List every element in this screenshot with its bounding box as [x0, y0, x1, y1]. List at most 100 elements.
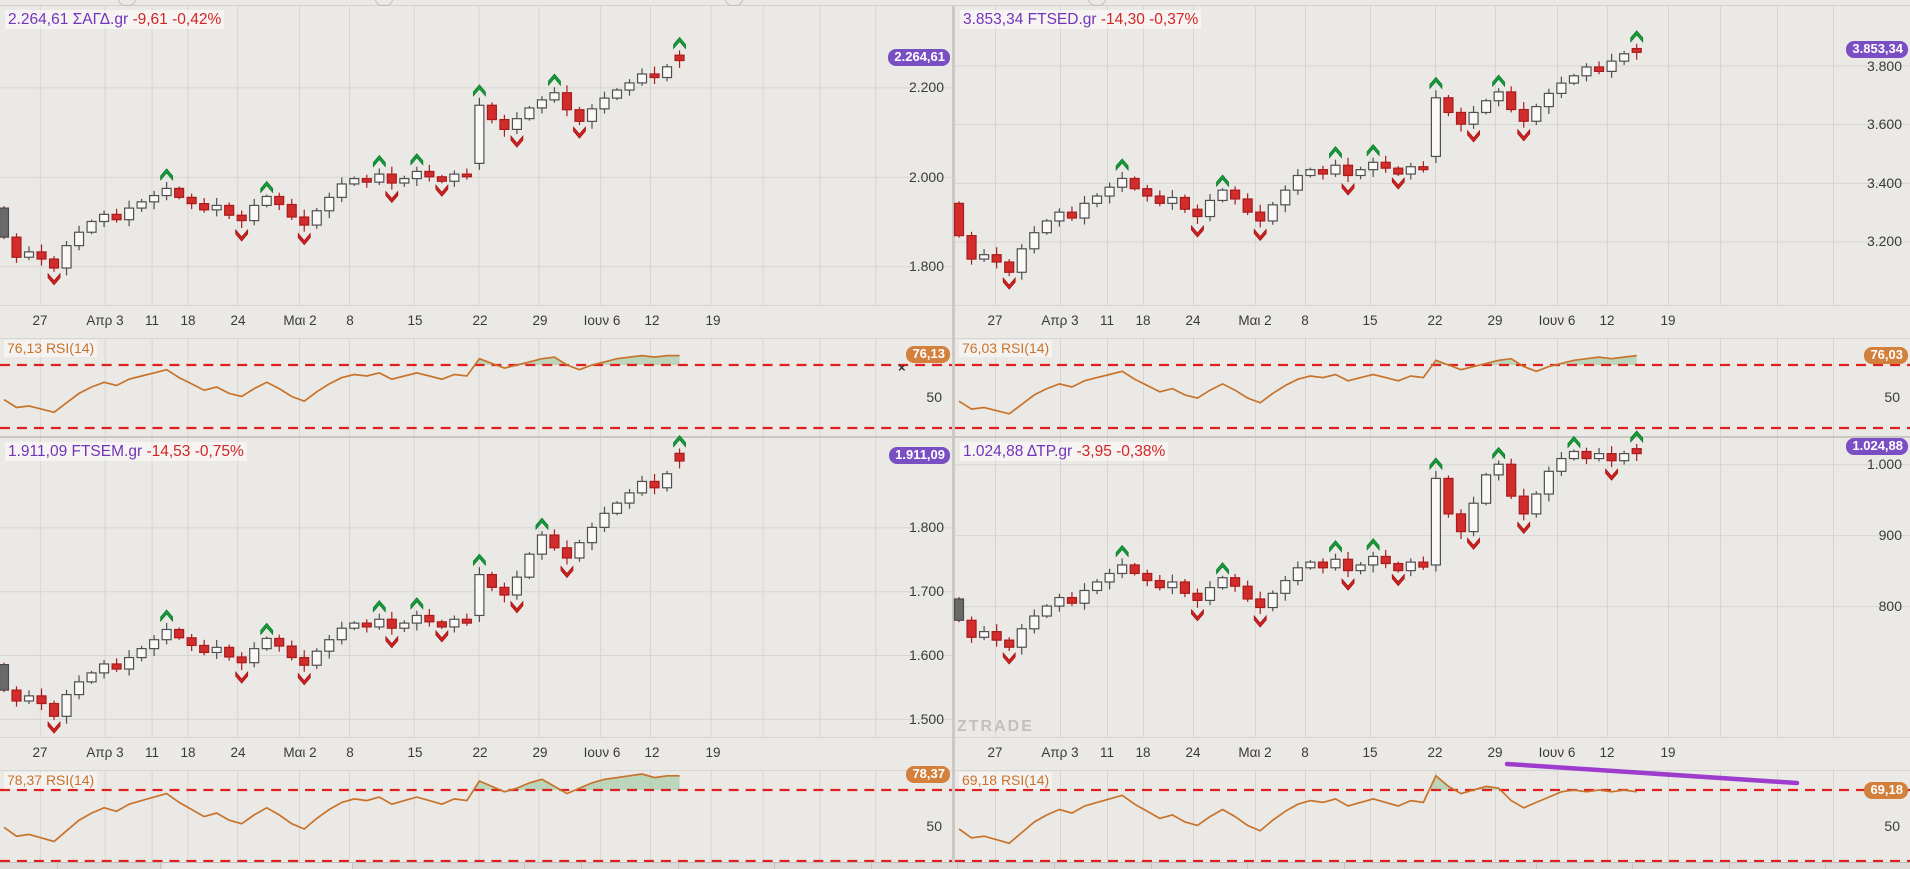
- chevron-down-icon: [1253, 614, 1267, 628]
- bottom-strip-divider: [1247, 863, 1248, 869]
- rsi-badge: 69,18: [1864, 782, 1908, 800]
- price-chart-ftsem[interactable]: 1.911,09 FTSEM.gr -14,53 -0,75% 1.800 1.7…: [0, 435, 952, 738]
- rsi-mid-label: 50: [926, 388, 942, 405]
- candles-svg: [0, 435, 952, 738]
- chevron-up-icon: [160, 168, 174, 181]
- x-axis: 27 Απρ 3 11 18 24 Μαι 2 8 15 22 29 Ιουν 6 12 19: [0, 738, 952, 770]
- bottom-strip-divider: [581, 863, 582, 869]
- price-chart-sagd[interactable]: 2.264,61 ΣΑΓΔ.gr -9,61 -0,42% 2.200 2.000…: [0, 6, 952, 306]
- x-tick-label: 19: [1660, 313, 1676, 328]
- rsi-svg: [0, 770, 952, 863]
- bottom-strip-highlight: [163, 863, 352, 869]
- bottom-strip-divider: [160, 863, 161, 869]
- candles-layer: [0, 448, 685, 724]
- y-tick-label: 800: [1878, 598, 1902, 615]
- symbol: FTSED.gr: [1027, 11, 1097, 28]
- chevron-up-icon: [1329, 146, 1342, 159]
- price-chart-dtp[interactable]: 1.024,88 ΔΤΡ.gr -3,95 -0,38% 1.000 900 800…: [953, 430, 1910, 738]
- rsi-panel-sagd[interactable]: 76,13 RSI(14) 50 76,13 ×: [0, 338, 952, 436]
- bottom-tab-strip[interactable]: [0, 862, 1910, 869]
- bottom-strip-divider: [1054, 863, 1055, 869]
- gridlines: [955, 6, 1910, 306]
- bottom-strip-divider: [57, 863, 58, 869]
- chevron-down-icon: [1191, 224, 1204, 238]
- chevron-down-icon: [1191, 608, 1204, 622]
- x-tick-label: 8: [1301, 745, 1309, 760]
- price-chart-ftsed[interactable]: 3.853,34 FTSED.gr -14,30 -0,37% 3.800 3.6…: [953, 6, 1910, 306]
- chart-panel-ftsed[interactable]: 3.853,34 FTSED.gr -14,30 -0,37% 3.800 3.6…: [953, 6, 1910, 436]
- crosshair-marker: ×: [898, 360, 906, 375]
- x-tick-label: 24: [230, 745, 246, 760]
- rsi-badge: 76,03: [1864, 346, 1908, 364]
- change: -14,53: [146, 443, 191, 460]
- x-tick-label: Απρ 3: [1041, 313, 1079, 328]
- rsi-label: 69,18 RSI(14): [959, 772, 1053, 789]
- chevron-up-icon: [260, 622, 274, 636]
- chevron-down-icon: [560, 565, 574, 579]
- x-tick-label: 11: [1099, 745, 1115, 760]
- chevron-up-icon: [1115, 158, 1129, 172]
- x-tick-label: 29: [1487, 313, 1503, 328]
- change-pct: -0,42%: [172, 11, 222, 28]
- x-tick-label: 12: [644, 745, 660, 760]
- rsi-name: RSI(14): [1000, 772, 1050, 788]
- chevron-up-icon: [535, 517, 549, 531]
- bottom-strip-divider: [678, 863, 679, 869]
- chevron-up-icon: [1567, 435, 1581, 449]
- chevron-up-icon: [1630, 30, 1644, 43]
- chevron-up-icon: [1216, 562, 1229, 575]
- fractal-markers: [1002, 430, 1644, 665]
- x-tick-label: 8: [1301, 313, 1309, 328]
- bottom-strip-divider: [1536, 863, 1537, 869]
- chevron-down-icon: [235, 228, 249, 242]
- rsi-mid-label: 50: [926, 817, 942, 834]
- rsi-badge: 76,13: [906, 346, 950, 364]
- chevron-up-icon: [473, 84, 486, 97]
- change: -14,30: [1100, 11, 1145, 28]
- x-tick-label: 29: [532, 745, 548, 760]
- chevron-up-icon: [1492, 446, 1506, 460]
- chevron-up-icon: [1492, 74, 1506, 88]
- x-tick-label: Μαι 2: [283, 745, 317, 760]
- candles-svg: [0, 6, 952, 306]
- chart-header: 1.024,88 ΔΤΡ.gr -3,95 -0,38%: [960, 442, 1169, 461]
- bottom-strip-divider: [871, 863, 872, 869]
- x-tick-label: 29: [532, 313, 548, 328]
- chevron-down-icon: [385, 190, 399, 204]
- fractal-markers: [1002, 30, 1644, 290]
- chevron-down-icon: [1517, 521, 1531, 535]
- x-tick-label: Μαι 2: [1238, 745, 1272, 760]
- rsi-panel-dtp[interactable]: 69,18 RSI(14) 50 69,18: [955, 761, 1910, 863]
- chevron-down-icon: [435, 184, 449, 197]
- rsi-value: 76,13: [7, 340, 43, 356]
- gridlines: [0, 438, 952, 738]
- change-pct: -0,37%: [1149, 11, 1199, 28]
- rsi-panel-ftsem[interactable]: 78,37 RSI(14) 50 78,37: [0, 766, 952, 863]
- chevron-down-icon: [235, 670, 249, 684]
- chart-panel-sagd[interactable]: 2.264,61 ΣΑΓΔ.gr -9,61 -0,42% 2.200 2.000…: [0, 6, 955, 436]
- bottom-strip-divider: [1151, 863, 1152, 869]
- rsi-badge: 78,37: [906, 766, 950, 784]
- chevron-down-icon: [1467, 537, 1480, 550]
- x-tick-label: 18: [180, 313, 196, 328]
- symbol: ΣΑΓΔ.gr: [72, 11, 129, 28]
- chevron-down-icon: [1517, 128, 1531, 142]
- last-price: 1.024,88: [963, 443, 1024, 460]
- chart-panel-dtp[interactable]: 1.024,88 ΔΤΡ.gr -3,95 -0,38% 1.000 900 800…: [953, 430, 1910, 863]
- rsi-panel-ftsed[interactable]: 76,03 RSI(14) 50 76,03: [955, 338, 1910, 436]
- chevron-up-icon: [1115, 544, 1129, 558]
- x-tick-label: 11: [144, 745, 160, 760]
- y-tick-label: 1.700: [908, 583, 944, 600]
- x-tick-label: 18: [1135, 745, 1151, 760]
- x-tick-label: 8: [346, 313, 354, 328]
- chevron-down-icon: [1002, 276, 1016, 290]
- chevron-down-icon: [1605, 468, 1618, 481]
- x-tick-label: 27: [987, 313, 1003, 328]
- rsi-svg: [955, 338, 1910, 436]
- candles-svg: [953, 6, 1910, 306]
- candles-layer: [0, 50, 685, 276]
- x-axis: 27 Απρ 3 11 18 24 Μαι 2 8 15 22 29 Ιουν 6 12 19: [955, 738, 1910, 770]
- x-tick-label: 22: [1427, 313, 1443, 328]
- x-tick-label: Απρ 3: [86, 745, 124, 760]
- chart-panel-ftsem[interactable]: 1.911,09 FTSEM.gr -14,53 -0,75% 1.800 1.7…: [0, 435, 955, 863]
